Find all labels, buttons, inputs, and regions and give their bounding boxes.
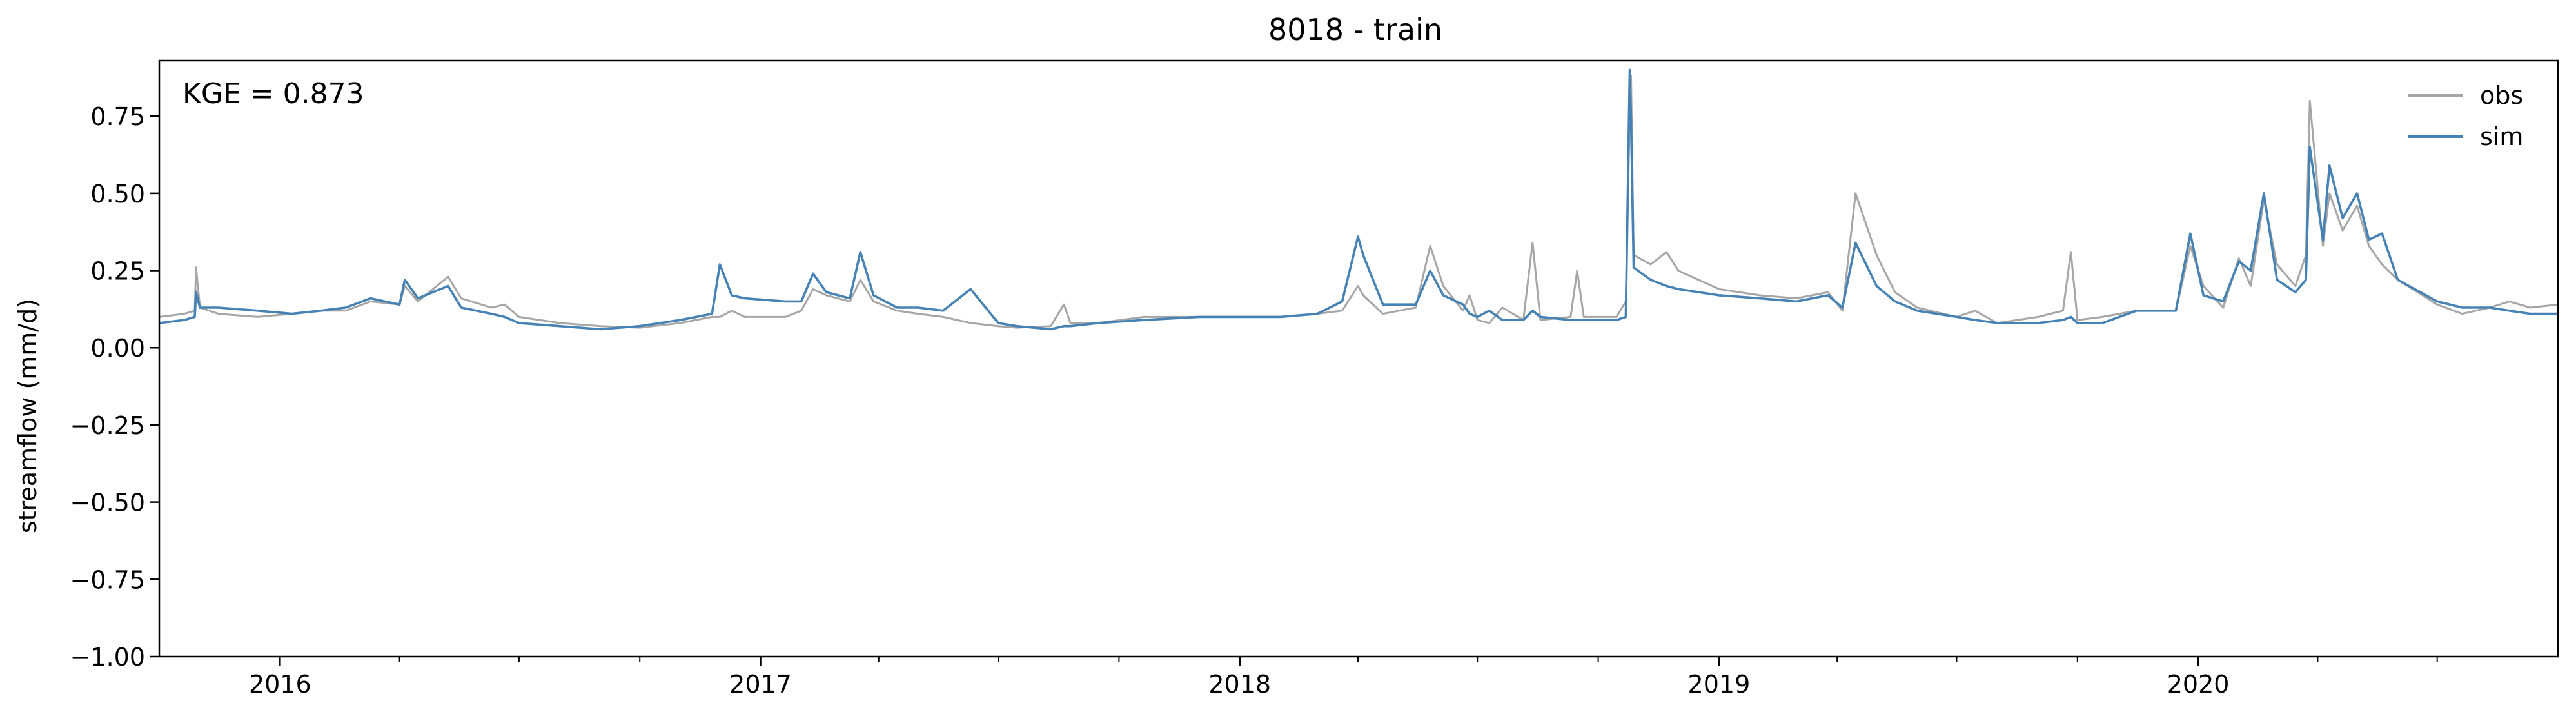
y-tick-label: 0.00 <box>90 334 145 362</box>
y-tick-label: −0.50 <box>70 489 145 517</box>
x-tick-label: 2019 <box>1688 670 1751 698</box>
x-tick-label: 2016 <box>249 670 311 698</box>
plot-frame <box>158 59 2559 658</box>
y-tick-label: 0.75 <box>90 103 145 131</box>
x-axis-ticks: 2016 2017 2018 2019 2020 <box>249 657 2438 698</box>
y-tick-label: 0.50 <box>90 180 145 208</box>
x-tick-label: 2018 <box>1208 670 1271 698</box>
chart-title: 8018 - train <box>1268 12 1442 47</box>
legend-label-obs: obs <box>2480 81 2523 110</box>
y-axis-label: streamflow (mm/d) <box>14 299 42 533</box>
legend: obs sim <box>2408 81 2523 151</box>
y-tick-label: −1.00 <box>70 643 145 671</box>
y-axis-ticks: 0.75 0.50 0.25 0.00 −0.25 −0.50 −0.75 −1.00 <box>70 103 159 671</box>
kge-annotation: KGE = 0.873 <box>182 77 364 110</box>
y-tick-label: −0.75 <box>70 566 145 594</box>
series-lines <box>159 68 2559 331</box>
series-line-sim <box>159 68 2558 331</box>
legend-label-sim: sim <box>2480 123 2523 151</box>
x-tick-label: 2020 <box>2167 670 2230 698</box>
y-tick-label: 0.25 <box>90 257 145 286</box>
y-tick-label: −0.25 <box>70 411 145 440</box>
x-tick-label: 2017 <box>729 670 792 698</box>
plot-area: 0.75 0.50 0.25 0.00 −0.25 −0.50 −0.75 −1.00 201… <box>70 59 2559 698</box>
